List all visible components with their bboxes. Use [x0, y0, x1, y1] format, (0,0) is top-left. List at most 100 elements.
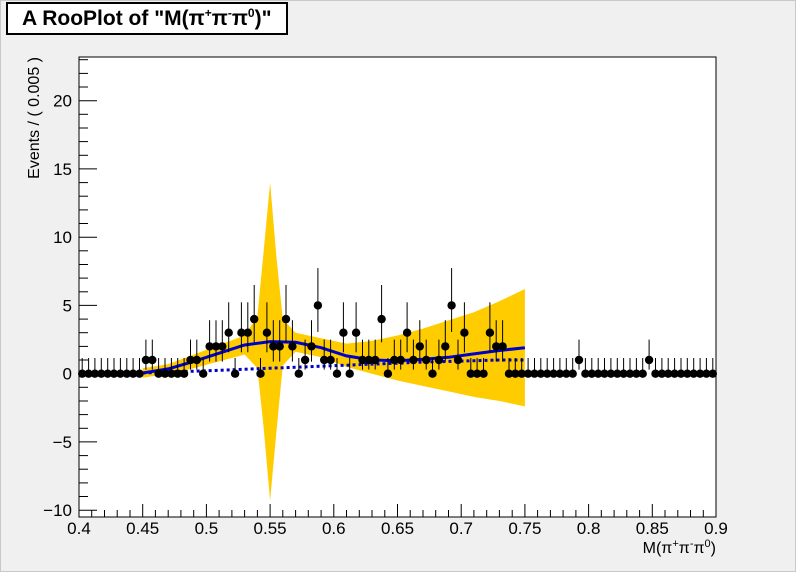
data-point [498, 342, 507, 351]
data-point [613, 369, 622, 378]
data-point [199, 369, 208, 378]
data-point [173, 369, 182, 378]
data-point [447, 301, 456, 310]
x-tick-label: 0.5 [195, 519, 219, 538]
data-point [256, 369, 265, 378]
chart-title-box: A RooPlot of "M(π+π-π0)" [6, 2, 288, 35]
data-point [281, 314, 291, 324]
plot-area [78, 56, 717, 518]
data-point [230, 369, 240, 378]
data-point [294, 369, 303, 378]
data-point [695, 369, 705, 378]
x-tick-label: 0.6 [322, 519, 346, 538]
data-point [313, 301, 323, 310]
x-tick-label: 0.65 [381, 519, 414, 538]
data-point [371, 355, 380, 365]
data-point [192, 355, 201, 365]
data-point [224, 328, 233, 337]
data-point [657, 369, 667, 378]
data-point [702, 369, 711, 378]
y-tick-label: −5 [53, 433, 72, 452]
data-point [460, 328, 469, 337]
data-point [250, 314, 259, 324]
data-point [517, 369, 526, 378]
data-point [511, 369, 520, 378]
data-point [186, 355, 195, 365]
data-point [243, 328, 252, 337]
x-tick-label: 0.9 [704, 519, 728, 538]
data-point [689, 369, 698, 378]
data-point [320, 355, 329, 365]
data-point [530, 369, 539, 378]
data-point [676, 369, 686, 378]
data-point [148, 355, 157, 365]
data-point [179, 369, 189, 378]
data-point [485, 328, 495, 337]
data-point [116, 369, 125, 378]
data-points-layer [78, 268, 717, 378]
x-tick-label: 0.55 [254, 519, 287, 538]
data-point [651, 369, 660, 378]
data-point [396, 355, 405, 365]
data-point [218, 342, 227, 351]
uncertainty-band [142, 182, 525, 501]
data-point [103, 369, 112, 378]
y-tick-label: 0 [63, 365, 72, 384]
data-point [453, 355, 463, 365]
data-point [523, 369, 533, 378]
fit-curve [142, 340, 526, 375]
data-point [422, 355, 431, 365]
data-point [97, 369, 106, 378]
x-tick-label: 0.85 [636, 519, 669, 538]
data-point [326, 355, 335, 365]
y-tick-label: 10 [53, 228, 72, 247]
data-point [574, 355, 584, 365]
data-point [492, 342, 501, 351]
chart-title: A RooPlot of "M(π+π-π0)" [22, 6, 272, 30]
data-point [562, 369, 571, 378]
data-point [275, 342, 284, 351]
data-point [237, 328, 246, 337]
data-point [332, 369, 342, 378]
data-point [587, 369, 596, 378]
x-tick-label: 0.75 [508, 519, 541, 538]
data-point [364, 355, 373, 365]
data-point [606, 369, 616, 378]
y-axis-title: Events / ( 0.005 ) [26, 57, 43, 179]
data-point [543, 369, 552, 378]
x-tick-label: 0.4 [67, 519, 91, 538]
data-point [549, 369, 558, 378]
x-axis-title: M(π+π-π0) [643, 538, 716, 557]
data-point [167, 369, 176, 378]
data-point [670, 369, 679, 378]
data-point [128, 369, 138, 378]
data-point [504, 369, 514, 378]
data-point [664, 369, 673, 378]
data-point [262, 328, 272, 337]
data-point [600, 369, 609, 378]
y-tick-label: 5 [63, 296, 72, 315]
data-point [383, 369, 393, 378]
axes-layer: 0.4 0.45 0.5 0.55 0.6 0.65 0.7 0.75 0.8 0.85 0.9 −1… [43, 59, 728, 557]
data-point [345, 369, 354, 378]
data-point [109, 369, 119, 378]
data-point [390, 355, 399, 365]
data-point [632, 369, 641, 378]
data-point [594, 369, 603, 378]
data-point [300, 355, 310, 365]
data-point [288, 342, 297, 351]
data-point [415, 342, 424, 351]
data-point [154, 369, 163, 378]
data-point [568, 369, 577, 378]
data-point [479, 369, 488, 378]
x-tick-label: 0.45 [126, 519, 159, 538]
data-point [644, 355, 654, 365]
data-point [211, 342, 221, 351]
data-point [536, 369, 545, 378]
data-point [708, 369, 717, 378]
data-point [428, 369, 437, 378]
data-point [269, 342, 278, 351]
data-point [466, 369, 475, 378]
data-point [402, 328, 412, 337]
